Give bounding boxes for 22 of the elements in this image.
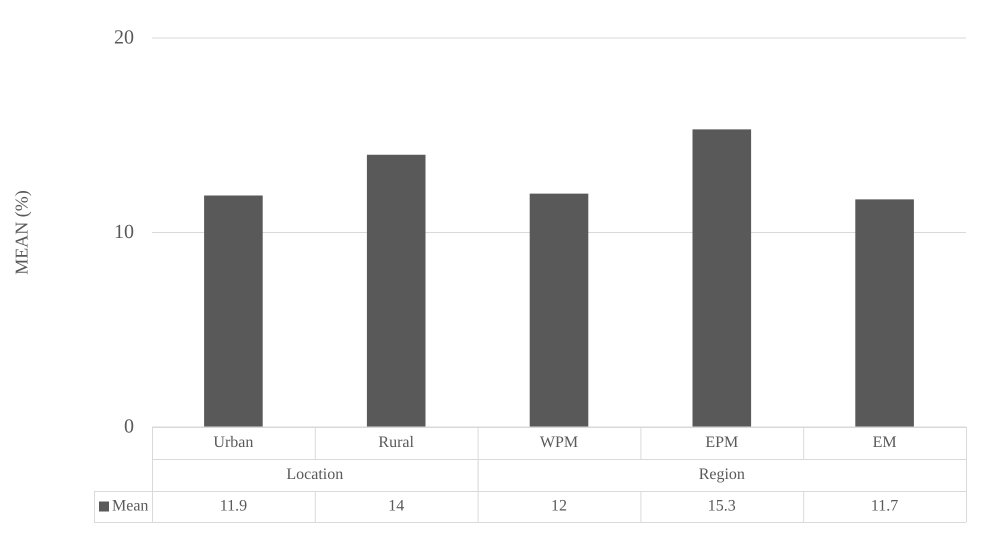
y-tick-label: 0 [124,415,134,438]
data-label: 11.7 [870,498,898,515]
y-tick-label: 20 [114,26,134,48]
data-label: 11.9 [220,498,248,515]
bar [530,194,588,426]
data-label: 14 [388,498,404,515]
y-tick-label: 10 [114,220,134,243]
data-label: 12 [551,498,567,515]
x-tick-label: Rural [378,434,415,452]
text: Location [286,466,344,484]
text: Region [698,466,745,484]
x-tick-label: WPM [540,434,578,452]
x-tick-label: EM [872,434,897,452]
legend-label: Mean [112,498,148,515]
x-tick-label: EPM [705,434,738,452]
bar [366,154,426,426]
bar [204,196,263,426]
bar [855,199,914,426]
bar [692,129,752,426]
data-label: 15.3 [708,498,736,515]
x-tick-label: Urban [213,434,254,452]
y-axis-title: MEAN (%) [12,190,32,275]
